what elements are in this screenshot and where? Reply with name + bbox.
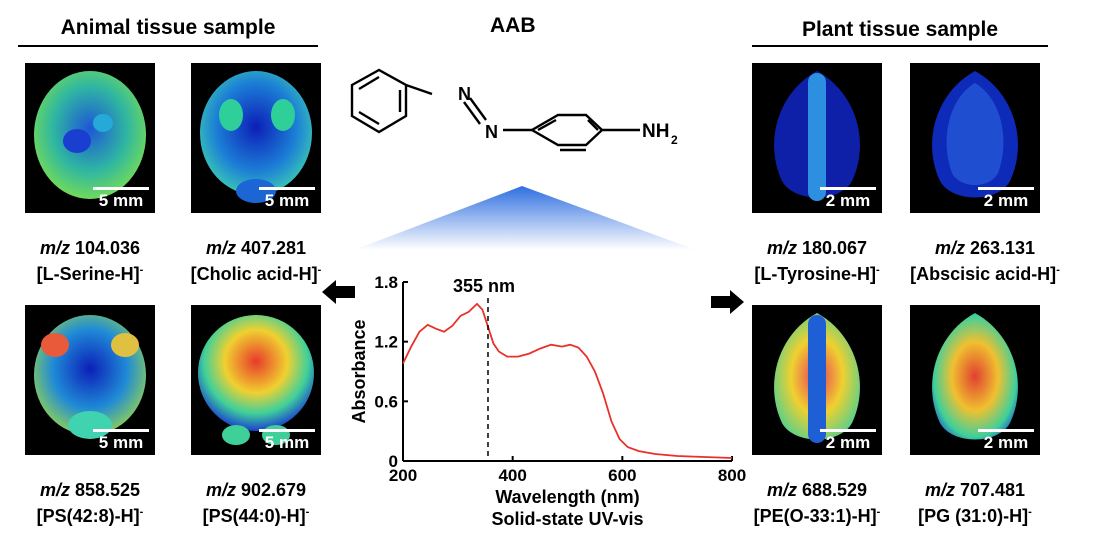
light-cone — [354, 186, 696, 250]
x-axis-label: Wavelength (nm) — [495, 487, 639, 507]
animal-section-title: Animal tissue sample — [60, 16, 276, 39]
uv-vis-chart: 200 400 600 800 0 0.6 1.2 1.8 355 nm Wavelength (… — [340, 262, 750, 550]
scale-bar-plant-1: 2 mm — [820, 187, 876, 211]
ms-image-plant-4: 2 mm — [910, 305, 1040, 455]
azo-n1-label: N — [458, 84, 471, 104]
peak-label: 355 nm — [453, 276, 515, 296]
caption-plant-4: m/z 707.481 [PG (31:0)-H]- — [918, 480, 1032, 526]
ms-image-animal-1: 5 mm — [25, 63, 155, 213]
scale-bar-animal-2: 5 mm — [259, 187, 315, 211]
chart-subtitle: Solid-state UV-vis — [491, 509, 643, 529]
amine-group-label: NH — [642, 121, 669, 142]
caption-plant-2: m/z 263.131 [Abscisic acid-H]- — [910, 238, 1060, 284]
plant-section-title: Plant tissue sample — [801, 18, 999, 41]
amine-subscript: 2 — [671, 133, 678, 147]
y-tick-label-1: 0.6 — [374, 392, 398, 411]
caption-animal-2: m/z 407.281 [Cholic acid-H]- — [190, 238, 322, 284]
caption-plant-3: m/z 688.529 [PE(O-33:1)-H]- — [753, 480, 881, 526]
scale-bar-plant-2: 2 mm — [978, 187, 1034, 211]
uv-vis-plot: 200 400 600 800 0 0.6 1.2 1.8 355 nm Wavelength (… — [349, 273, 746, 529]
molecule-name: AAB — [490, 14, 536, 37]
scale-bar-animal-4: 5 mm — [259, 429, 315, 453]
scale-bar-plant-3: 2 mm — [820, 429, 876, 453]
ms-image-animal-4: 5 mm — [191, 305, 321, 455]
ms-image-plant-3: 2 mm — [752, 305, 882, 455]
scale-bar-animal-1: 5 mm — [93, 187, 149, 211]
left-arrow-icon — [322, 280, 355, 304]
caption-plant-1: m/z 180.067 [L-Tyrosine-H]- — [754, 238, 880, 284]
y-axis-label: Absorbance — [349, 319, 369, 423]
ms-image-plant-2: 2 mm — [910, 63, 1040, 213]
caption-animal-3: m/z 858.525 [PS(42:8)-H]- — [36, 480, 144, 526]
caption-animal-4: m/z 902.679 [PS(44:0)-H]- — [202, 480, 310, 526]
right-arrow-icon — [711, 290, 744, 314]
plant-title-rule — [752, 45, 1048, 47]
absorbance-curve-0 — [402, 302, 733, 459]
ms-image-animal-3: 5 mm — [25, 305, 155, 455]
x-tick-label-2: 600 — [608, 466, 636, 485]
x-tick-label-1: 400 — [498, 466, 526, 485]
azo-n2-label: N — [485, 122, 498, 142]
y-tick-label-0: 0 — [389, 452, 398, 471]
caption-animal-1: m/z 104.036 [L-Serine-H]- — [36, 238, 144, 284]
ms-image-animal-2: 5 mm — [191, 63, 321, 213]
aab-structure: N N NH 2 — [350, 68, 678, 152]
animal-title-rule — [18, 45, 318, 47]
y-tick-label-3: 1.8 — [374, 273, 398, 292]
scale-bar-plant-4: 2 mm — [978, 429, 1034, 453]
scale-bar-animal-3: 5 mm — [93, 429, 149, 453]
y-tick-label-2: 1.2 — [374, 333, 398, 352]
x-tick-label-3: 800 — [718, 466, 746, 485]
x-tick-label-0: 200 — [389, 466, 417, 485]
ms-image-plant-1: 2 mm — [752, 63, 882, 213]
